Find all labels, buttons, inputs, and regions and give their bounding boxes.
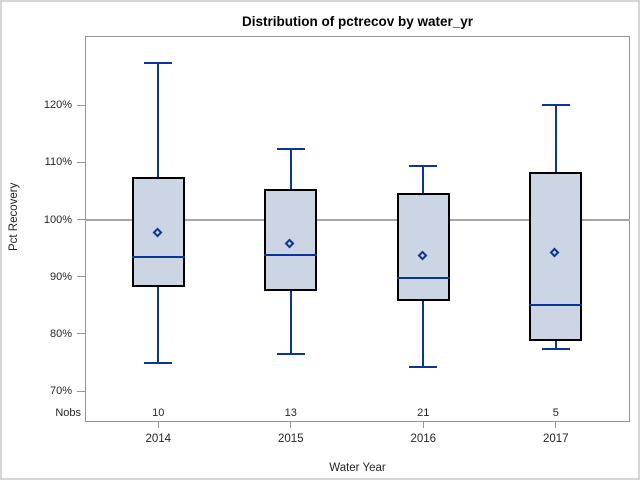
y-tick-label: 80% — [49, 327, 72, 340]
iqr-box — [131, 177, 185, 288]
y-tick-label: 70% — [49, 385, 72, 398]
x-category-label: 2016 — [410, 433, 437, 445]
y-tick-label: 120% — [43, 99, 72, 112]
lower-whisker-line — [157, 287, 160, 364]
iqr-box — [396, 192, 450, 301]
upper-whisker-line — [157, 62, 160, 178]
lower-whisker-line — [422, 300, 425, 368]
min-whisker-cap — [409, 366, 438, 369]
x-tick-mark — [422, 422, 424, 428]
lower-whisker-line — [289, 291, 292, 354]
upper-whisker-line — [289, 149, 292, 190]
y-tick-mark — [77, 219, 85, 221]
nobs-value: 5 — [552, 407, 559, 419]
x-tick-mark — [555, 422, 557, 428]
max-whisker-cap — [276, 148, 305, 151]
median-line — [396, 276, 450, 279]
min-whisker-cap — [144, 362, 173, 365]
max-whisker-cap — [541, 104, 570, 107]
upper-whisker-line — [554, 105, 557, 173]
x-category-label: 2017 — [542, 433, 569, 445]
upper-whisker-line — [422, 165, 425, 193]
x-category-label: 2014 — [145, 433, 172, 445]
nobs-value: 13 — [284, 407, 297, 419]
min-whisker-cap — [276, 352, 305, 355]
y-tick-mark — [77, 333, 85, 335]
median-line — [529, 303, 583, 306]
max-whisker-cap — [144, 61, 173, 64]
y-tick-mark — [77, 390, 85, 392]
y-tick-label: 100% — [43, 213, 72, 226]
x-tick-mark — [157, 422, 159, 428]
median-line — [264, 254, 318, 257]
y-tick-mark — [77, 104, 85, 106]
nobs-value: 21 — [417, 407, 430, 419]
max-whisker-cap — [409, 164, 438, 167]
median-line — [131, 255, 185, 258]
iqr-box — [529, 172, 583, 341]
chart-title: Distribution of pctrecov by water_yr — [241, 14, 474, 29]
reference-line-100 — [85, 218, 630, 221]
nobs-row-header: Nobs — [55, 407, 81, 419]
y-tick-mark — [77, 276, 85, 278]
lower-whisker-line — [554, 340, 557, 349]
y-tick-label: 90% — [49, 270, 72, 283]
y-tick-mark — [77, 161, 85, 163]
x-tick-mark — [290, 422, 292, 428]
x-category-label: 2015 — [277, 433, 304, 445]
nobs-value: 10 — [152, 407, 165, 419]
iqr-box — [264, 189, 318, 292]
x-axis-title: Water Year — [329, 462, 386, 474]
min-whisker-cap — [541, 347, 570, 350]
y-tick-label: 110% — [44, 156, 72, 169]
